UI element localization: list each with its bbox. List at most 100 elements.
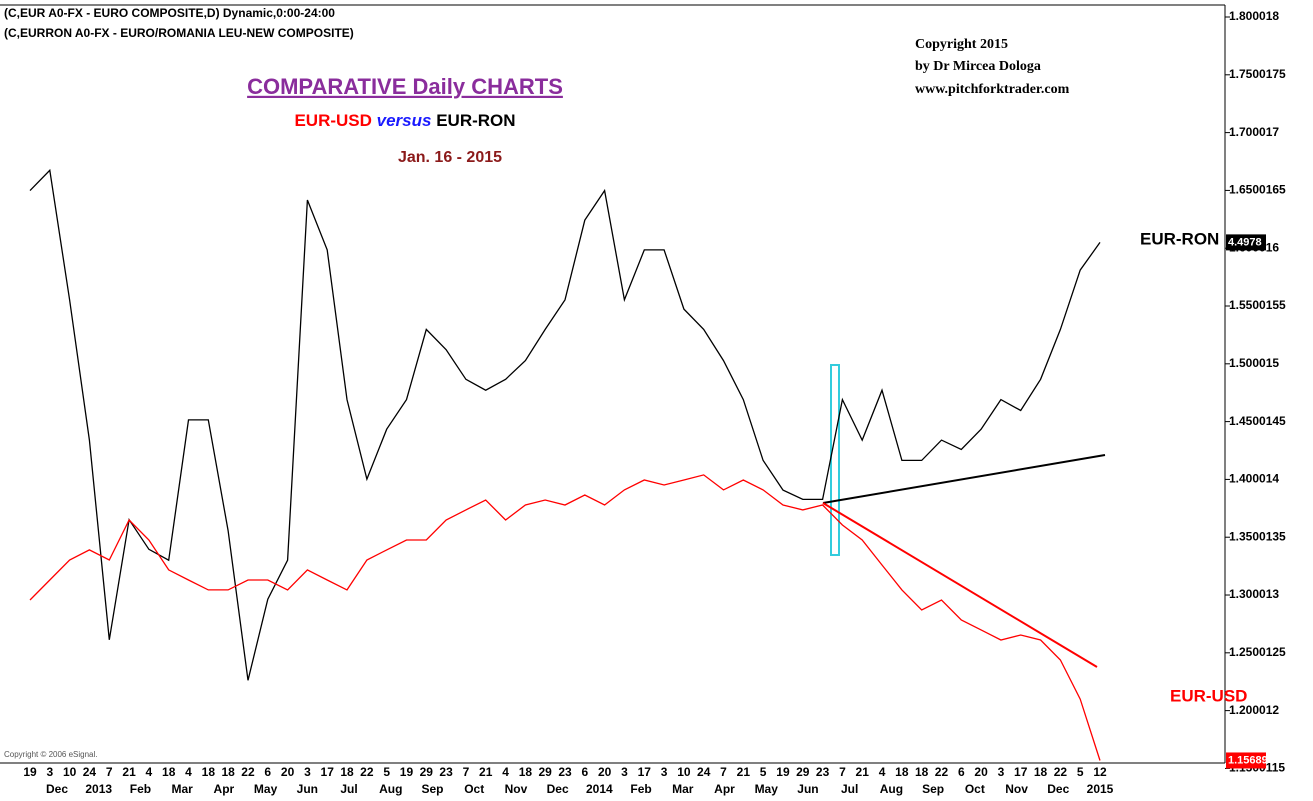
x-month-label: Jun <box>797 782 818 796</box>
x-tick-label: 5 <box>1077 765 1084 779</box>
x-month-label: Feb <box>130 782 151 796</box>
last-value-box <box>1226 752 1266 769</box>
date-annotation: Jan. 16 - 2015 <box>398 149 502 166</box>
x-tick-label: 20 <box>974 765 988 779</box>
x-tick-label: 22 <box>1054 765 1068 779</box>
x-tick-label: 21 <box>856 765 870 779</box>
x-month-label: Apr <box>214 782 235 796</box>
x-tick-label: 18 <box>162 765 176 779</box>
x-tick-label: 22 <box>935 765 949 779</box>
x-month-label: Mar <box>171 782 193 796</box>
x-tick-label: 22 <box>360 765 374 779</box>
chart-title: COMPARATIVE Daily CHARTS <box>247 74 563 99</box>
y-tick-label: 1.300013 <box>1229 587 1279 601</box>
y-tick-label: 1.6500165 <box>1229 183 1286 197</box>
x-tick-label: 7 <box>720 765 727 779</box>
x-tick-label: 18 <box>221 765 235 779</box>
x-tick-label: 22 <box>241 765 255 779</box>
x-month-label: Sep <box>421 782 443 796</box>
y-tick-label: 1.5500155 <box>1229 298 1286 312</box>
x-month-label: Aug <box>379 782 402 796</box>
x-tick-label: 18 <box>1034 765 1048 779</box>
x-tick-label: 17 <box>1014 765 1028 779</box>
series-label: EUR-RON <box>1140 229 1219 248</box>
x-tick-label: 5 <box>383 765 390 779</box>
y-tick-label: 1.2500125 <box>1229 645 1286 659</box>
x-month-label: Dec <box>1047 782 1069 796</box>
y-tick-label: 1.400014 <box>1229 472 1279 486</box>
x-tick-label: 3 <box>304 765 311 779</box>
y-tick-label: 1.800018 <box>1229 9 1279 23</box>
x-tick-label: 29 <box>420 765 434 779</box>
copyright: www.pitchforktrader.com <box>915 82 1070 97</box>
y-tick-label: 1.4500145 <box>1229 414 1286 428</box>
last-value-label: 4.4978 <box>1228 236 1262 248</box>
x-tick-label: 4 <box>879 765 886 779</box>
x-month-label: Jul <box>841 782 858 796</box>
x-month-label: Dec <box>46 782 68 796</box>
x-tick-label: 21 <box>479 765 493 779</box>
trend-line <box>822 454 1106 504</box>
x-tick-label: 23 <box>558 765 572 779</box>
subtitle-part: EUR-RON <box>436 111 515 130</box>
x-tick-label: 4 <box>185 765 192 779</box>
trend-line <box>822 502 1098 668</box>
x-tick-label: 24 <box>83 765 97 779</box>
x-tick-label: 29 <box>796 765 810 779</box>
x-month-label: Dec <box>547 782 569 796</box>
x-month-label: Nov <box>505 782 528 796</box>
header-line: (C,EURRON A0-FX - EURO/ROMANIA LEU-NEW C… <box>4 26 354 40</box>
x-tick-label: 18 <box>340 765 354 779</box>
copyright: Copyright 2015 <box>915 37 1008 52</box>
x-tick-label: 7 <box>839 765 846 779</box>
x-tick-label: 17 <box>638 765 652 779</box>
series-line <box>29 474 1101 761</box>
series-line <box>29 168 1101 681</box>
x-tick-label: 21 <box>122 765 136 779</box>
x-month-label: Jun <box>297 782 318 796</box>
x-tick-label: 18 <box>202 765 216 779</box>
x-tick-label: 18 <box>915 765 929 779</box>
y-tick-label: 1.7500175 <box>1229 67 1286 81</box>
last-value-box <box>1226 234 1266 251</box>
x-tick-label: 3 <box>46 765 53 779</box>
x-tick-label: 20 <box>281 765 295 779</box>
x-tick-label: 4 <box>502 765 509 779</box>
x-tick-label: 29 <box>539 765 553 779</box>
header-line: (C,EUR A0-FX - EURO COMPOSITE,D) Dynamic… <box>4 6 335 20</box>
x-month-label: Sep <box>922 782 944 796</box>
series-label: EUR-USD <box>1170 686 1247 705</box>
x-month-label: Jul <box>340 782 357 796</box>
x-tick-label: 23 <box>816 765 830 779</box>
x-tick-label: 21 <box>737 765 751 779</box>
x-tick-label: 18 <box>519 765 533 779</box>
x-tick-label: 24 <box>697 765 711 779</box>
x-month-label: Oct <box>464 782 484 796</box>
subtitle-part: EUR-USD <box>294 111 371 130</box>
x-month-label: Aug <box>880 782 903 796</box>
x-tick-label: 5 <box>760 765 767 779</box>
y-tick-label: 1.3500135 <box>1229 529 1286 543</box>
x-month-label: Feb <box>630 782 651 796</box>
x-tick-label: 19 <box>23 765 37 779</box>
x-tick-label: 10 <box>677 765 691 779</box>
x-tick-label: 23 <box>439 765 453 779</box>
x-month-label: Mar <box>672 782 694 796</box>
x-tick-label: 3 <box>998 765 1005 779</box>
x-tick-label: 3 <box>661 765 668 779</box>
subtitle-part: versus <box>377 111 432 130</box>
x-month-label: 2015 <box>1087 782 1114 796</box>
last-value-label: 1.15689 <box>1228 754 1268 766</box>
x-month-label: Nov <box>1005 782 1028 796</box>
x-tick-label: 18 <box>895 765 909 779</box>
x-tick-label: 6 <box>958 765 965 779</box>
esignal-credit: Copyright © 2006 eSignal. <box>4 750 98 759</box>
x-tick-label: 19 <box>776 765 790 779</box>
y-tick-label: 1.200012 <box>1229 703 1279 717</box>
x-month-label: May <box>755 782 779 796</box>
x-tick-label: 10 <box>63 765 77 779</box>
x-tick-label: 4 <box>146 765 153 779</box>
y-tick-label: 1.500015 <box>1229 356 1279 370</box>
x-tick-label: 7 <box>463 765 470 779</box>
